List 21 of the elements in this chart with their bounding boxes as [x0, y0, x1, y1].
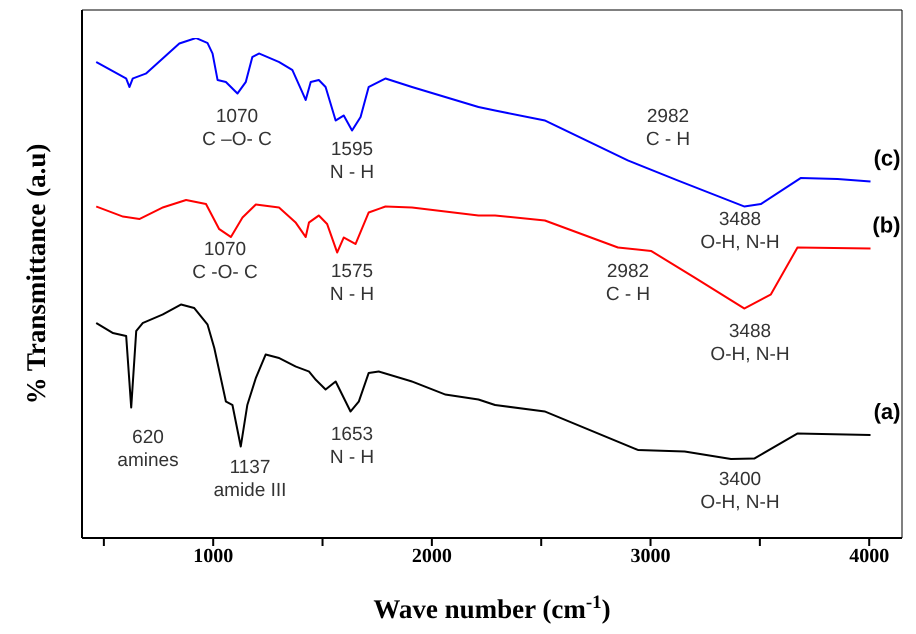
y-axis-title: % Transmittance (a.u)	[21, 144, 51, 404]
annotation: 1653 N - H	[330, 424, 374, 468]
annotation: 3400 O-H, N-H	[700, 469, 780, 513]
series-label: (c)	[874, 146, 901, 170]
annotation: 1575 N - H	[330, 261, 374, 305]
series-label: (a)	[874, 399, 901, 424]
series-label: (b)	[872, 212, 901, 238]
x-tick-label: 3000	[630, 545, 671, 568]
annotation: 3488 O-H, N-H	[700, 209, 780, 253]
annotation: 1070 C -O- C	[192, 239, 258, 283]
x-tick-label: 1000	[193, 545, 234, 568]
x-tick-label: 2000	[412, 545, 452, 568]
x-tick-label: 4000	[849, 545, 890, 568]
annotation: 620 amines	[117, 427, 179, 471]
annotation: 1070 C –O- C	[202, 106, 272, 150]
annotation: 1137 amide III	[214, 457, 286, 501]
annotation: 1595 N - H	[330, 139, 374, 183]
x-axis-title: Wave number (cm$^{-1}$)	[373, 592, 611, 624]
annotation: 2982 C - H	[646, 106, 690, 150]
annotation: 2982 C - H	[606, 261, 650, 305]
annotation: 3488 O-H, N-H	[710, 321, 790, 365]
